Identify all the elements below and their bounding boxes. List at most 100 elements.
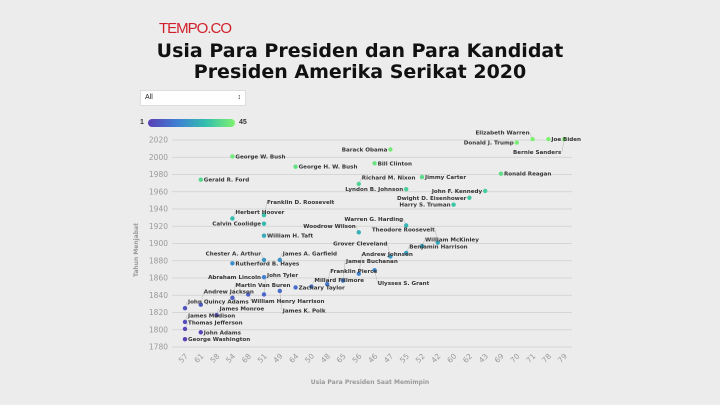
data-point	[404, 250, 409, 256]
label-leader-line	[434, 229, 438, 243]
x-tick-label: 46	[366, 352, 379, 365]
x-tick-label: 64	[287, 352, 300, 365]
x-tick-label: 69	[493, 352, 506, 365]
label-leader-line	[232, 284, 236, 298]
data-point	[435, 240, 440, 245]
x-tick-label: 56	[350, 352, 363, 365]
y-tick-label: 1840	[149, 291, 168, 300]
point-label: Donald J. Trump	[464, 141, 514, 147]
data-point	[182, 337, 188, 342]
data-point	[467, 195, 472, 200]
legend-max: 45	[239, 119, 247, 126]
x-tick-label: 62	[461, 352, 474, 365]
y-tick-label: 1960	[149, 187, 168, 196]
data-point	[230, 295, 235, 301]
data-point	[261, 274, 267, 280]
point-label: Richard M. Nixon	[362, 175, 416, 181]
filter-selected: All	[145, 94, 153, 101]
point-label: Bill Clinton	[378, 161, 412, 167]
data-point	[419, 243, 425, 249]
point-label: James K. Polk	[282, 308, 326, 314]
y-tick-label: 1900	[149, 239, 168, 248]
point-label: John Tyler	[266, 273, 298, 279]
label-leader-line	[342, 261, 346, 281]
point-label: William McKinley	[425, 238, 479, 244]
point-label: Zachary Taylor	[299, 285, 345, 291]
point-label: Herbert Hoover	[235, 210, 284, 216]
data-point	[198, 177, 203, 182]
point-label: Grover Cleveland	[333, 241, 387, 247]
x-tick-label: 42	[429, 352, 442, 365]
data-point	[498, 171, 504, 176]
point-label: William H. Taft	[267, 234, 313, 240]
y-tick-label: 2020	[149, 136, 168, 145]
label-leader-line	[327, 270, 331, 285]
y-tick-label: 1780	[149, 343, 168, 352]
point-label: Lyndon B. Johnson	[345, 187, 403, 193]
data-point	[546, 136, 551, 142]
filter-dropdown[interactable]: All ↕	[140, 90, 246, 106]
point-label: Franklin D. Roosevelt	[267, 200, 335, 206]
data-point	[356, 271, 361, 276]
point-label: Franklin Pierce	[330, 269, 377, 275]
data-point	[388, 254, 393, 259]
y-tick-label: 1940	[149, 205, 168, 214]
y-tick-label: 1980	[149, 170, 168, 179]
point-label: Millard Fillmore	[314, 278, 364, 284]
y-tick-label: 1920	[149, 222, 168, 231]
data-point	[261, 257, 267, 263]
chart-title: Usia Para Presiden dan Para Kandidat Pre…	[0, 41, 720, 83]
point-label: Andrew Jackson	[204, 290, 254, 296]
x-tick-label: 47	[382, 352, 395, 365]
x-tick-label: 43	[477, 352, 490, 365]
x-tick-label: 71	[524, 352, 537, 365]
y-tick-label: 1820	[149, 308, 168, 317]
data-point	[372, 268, 377, 273]
data-point	[388, 147, 393, 152]
data-point	[293, 164, 298, 169]
data-point	[356, 181, 361, 187]
y-axis-title: Tahun Menjabat	[133, 223, 140, 277]
label-leader-line	[279, 290, 282, 311]
point-label: John F. Kennedy	[431, 189, 483, 195]
point-label: Harry S. Truman	[399, 203, 450, 209]
label-leader-line	[263, 201, 268, 216]
point-label: Bernie Sanders	[513, 150, 562, 156]
data-point	[451, 202, 456, 207]
point-label: Rutherford B. Hayes	[235, 261, 300, 267]
data-point	[230, 261, 235, 266]
y-tick-label: 1800	[149, 325, 168, 334]
data-point	[404, 186, 409, 192]
data-point	[372, 161, 377, 166]
data-point	[230, 216, 235, 221]
data-point	[261, 233, 267, 238]
x-tick-label: 50	[303, 352, 316, 365]
tempo-logo: TEMPO.CO	[159, 20, 232, 37]
point-label: Ronald Reagan	[504, 172, 551, 178]
title-line-2: Presiden Amerika Serikat 2020	[193, 61, 527, 83]
x-tick-label: 49	[271, 352, 284, 365]
data-point	[246, 292, 251, 297]
point-label: James Madison	[187, 313, 235, 319]
point-label: James Buchanan	[345, 259, 398, 265]
data-point	[261, 221, 267, 226]
point-label: Martin Van Buren	[235, 283, 290, 289]
point-label: John Adams	[203, 330, 242, 336]
data-point	[198, 302, 203, 307]
point-label: Woodrow Wilson	[303, 224, 356, 230]
point-label: Andrew Johnson	[362, 252, 413, 258]
data-point	[182, 319, 188, 325]
point-label: Chester A. Arthur	[206, 251, 262, 257]
point-label: Barack Obama	[342, 147, 388, 153]
x-axis-title: Usia Para Presiden Saat Memimpin	[311, 379, 429, 386]
y-tick-label: 1880	[149, 256, 168, 265]
data-point	[182, 326, 188, 332]
x-tick-label: 70	[508, 352, 521, 365]
x-tick-label: 57	[177, 352, 190, 365]
x-tick-label: 54	[224, 352, 237, 365]
updown-arrow-icon: ↕	[237, 94, 242, 101]
point-label: Gerald R. Ford	[204, 178, 249, 184]
x-tick-label: 52	[414, 352, 427, 365]
x-tick-label: 55	[398, 352, 411, 365]
